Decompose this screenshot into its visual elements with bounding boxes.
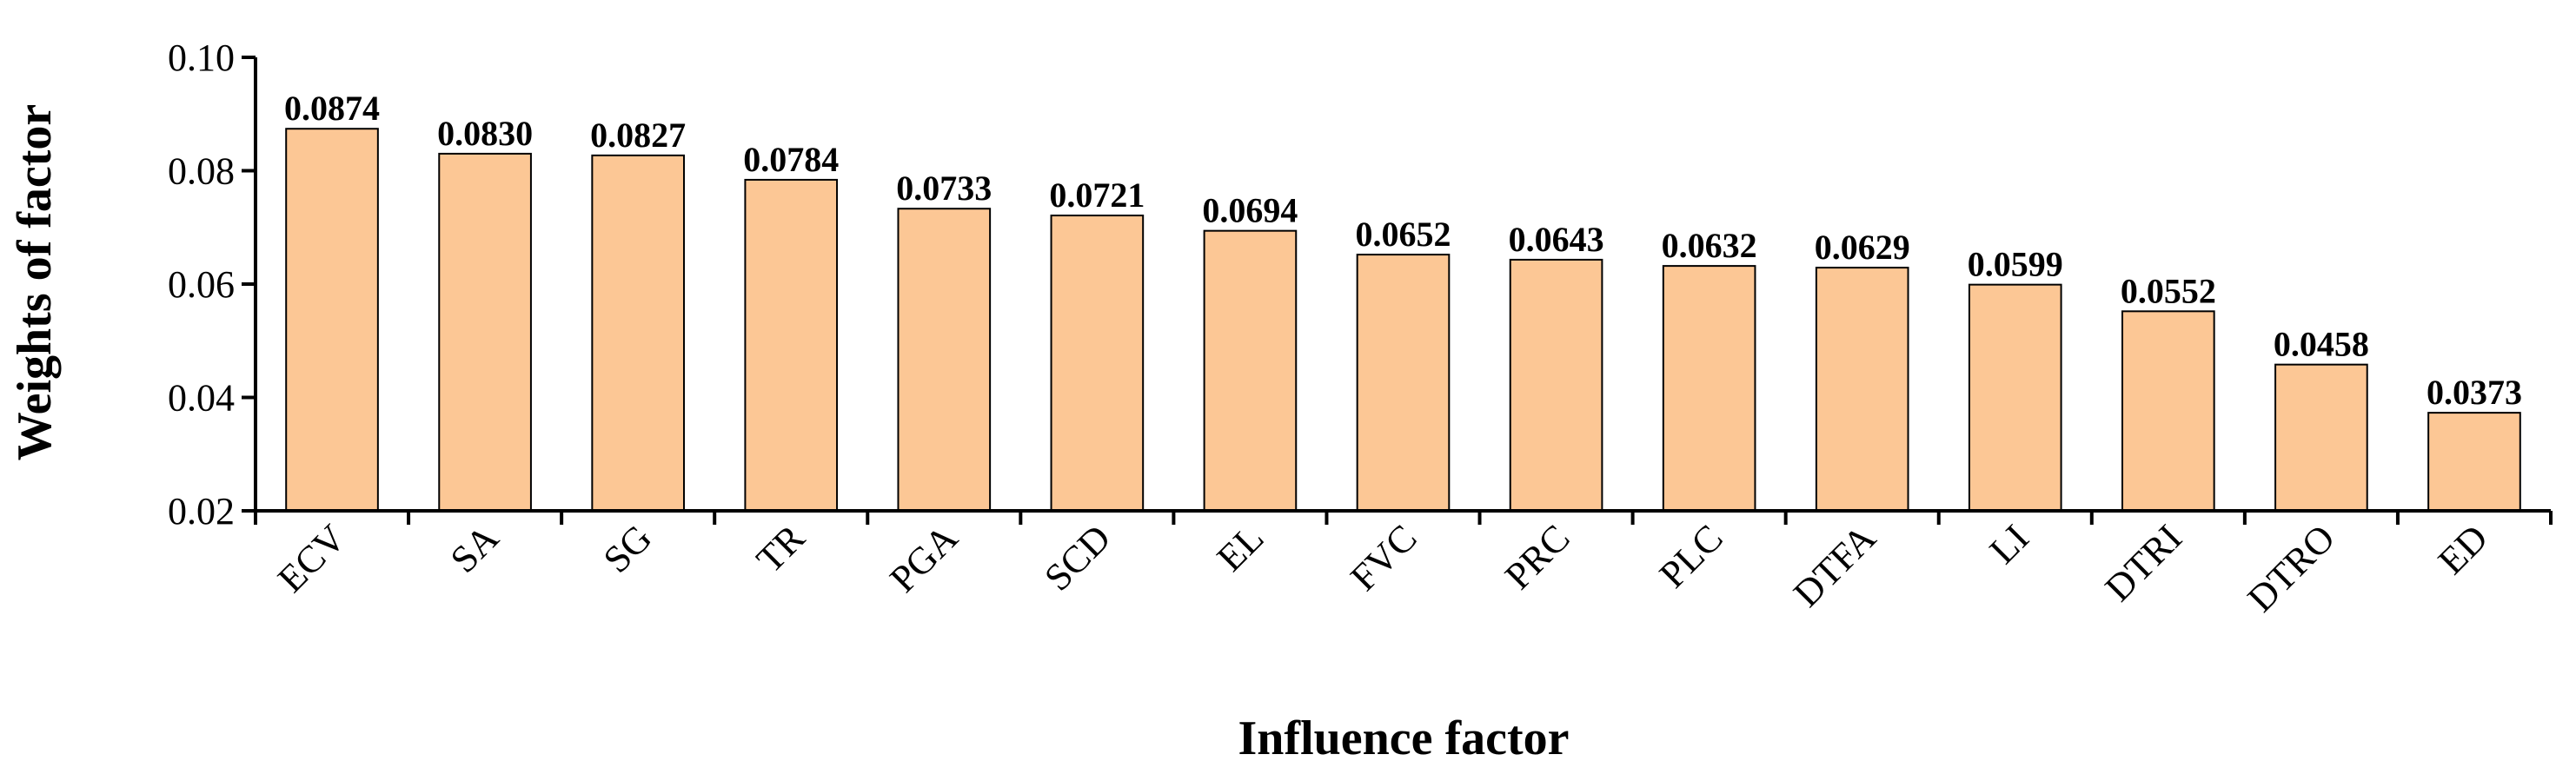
bar-fvc	[1356, 254, 1451, 512]
value-label-prc: 0.0643	[1509, 220, 1604, 259]
bar-prc	[1509, 258, 1603, 512]
value-label-dtfa: 0.0629	[1815, 228, 1910, 267]
x-tick-label-dtfa: DTFA	[1785, 516, 1884, 615]
value-label-el: 0.0694	[1202, 191, 1298, 230]
bar-dtro	[2274, 363, 2368, 512]
bar-el	[1203, 229, 1298, 512]
bar-scd	[1050, 215, 1145, 513]
x-tick-label-scd: SCD	[1036, 516, 1119, 599]
bar-li	[1968, 283, 2062, 512]
value-label-scd: 0.0721	[1049, 175, 1145, 215]
y-tick-label: 0.10	[168, 36, 235, 79]
bar-tr	[744, 178, 839, 512]
bar-sg	[591, 154, 685, 512]
bar-ecv	[285, 128, 379, 512]
value-label-ecv: 0.0874	[284, 89, 380, 128]
bar-dtri	[2121, 310, 2215, 512]
value-label-plc: 0.0632	[1662, 226, 1757, 265]
y-ticks-group: 0.02 0.04 0.06 0.08 0.10	[168, 36, 256, 533]
y-tick-label: 0.02	[168, 490, 235, 533]
bar-dtfa	[1815, 267, 1909, 512]
y-tick-label: 0.06	[168, 263, 235, 306]
value-label-sg: 0.0827	[590, 116, 686, 155]
x-ticks-group: ECV SA SG TR PGA SCD EL FVC PRC PLC DTFA LI DTRI DTRO…	[254, 511, 2553, 620]
x-tick-label-pga: PGA	[881, 516, 966, 600]
value-label-ed: 0.0373	[2427, 373, 2522, 412]
value-label-fvc: 0.0652	[1356, 215, 1451, 254]
x-tick-label-li: LI	[1982, 516, 2037, 572]
y-axis-title: Weights of factor	[8, 104, 62, 461]
x-tick-label-sg: SG	[595, 516, 660, 580]
x-tick-label-el: EL	[1209, 516, 1272, 579]
value-label-li: 0.0599	[1968, 245, 2063, 284]
value-labels-group: 0.0874 0.0830 0.0827 0.0784 0.0733 0.0721 0.06…	[284, 89, 2522, 412]
x-tick-label-fvc: FVC	[1342, 516, 1424, 599]
x-tick-label-sa: SA	[442, 516, 508, 581]
value-label-pga: 0.0733	[896, 169, 992, 208]
y-tick-label: 0.08	[168, 150, 235, 193]
x-tick-label-dtri: DTRI	[2097, 516, 2190, 609]
value-label-dtri: 0.0552	[2121, 271, 2216, 310]
x-tick-label-tr: TR	[748, 516, 813, 581]
value-label-dtro: 0.0458	[2274, 325, 2369, 364]
x-tick-label-plc: PLC	[1651, 516, 1731, 596]
x-tick-label-prc: PRC	[1497, 516, 1577, 597]
x-axis-title: Influence factor	[1238, 712, 1569, 765]
x-tick-label-ed: ED	[2430, 516, 2496, 582]
bar-pga	[897, 208, 992, 512]
bars-group	[285, 128, 2521, 513]
bar-sa	[438, 152, 532, 513]
x-tick-label-dtro: DTRO	[2240, 516, 2343, 619]
value-label-tr: 0.0784	[743, 140, 839, 179]
bar-ed	[2427, 412, 2521, 512]
bar-plc	[1662, 265, 1756, 512]
x-tick-label-ecv: ECV	[269, 516, 354, 600]
value-label-sa: 0.0830	[437, 114, 533, 153]
y-tick-label: 0.04	[168, 377, 235, 420]
